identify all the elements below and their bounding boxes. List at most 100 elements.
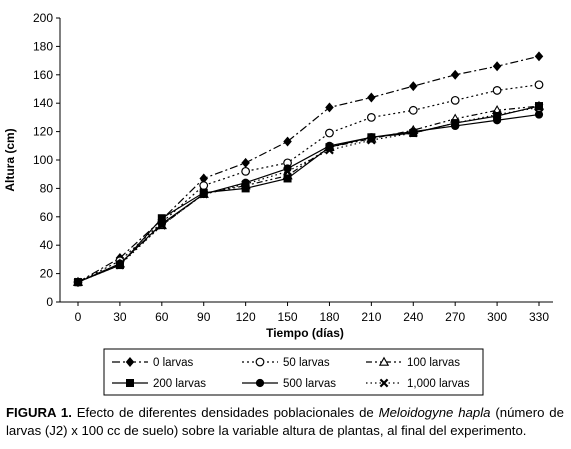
legend-swatch-marker bbox=[255, 378, 265, 388]
data-point bbox=[325, 128, 334, 138]
legend-item: 1,000 larvas bbox=[366, 378, 470, 390]
legend-label: 0 larvas bbox=[153, 357, 194, 369]
marker-stroke bbox=[325, 145, 334, 155]
y-tick-label: 160 bbox=[33, 68, 53, 82]
data-point bbox=[115, 260, 125, 270]
legend-label: 500 larvas bbox=[283, 378, 336, 390]
legend-swatch-marker bbox=[125, 357, 135, 367]
data-point bbox=[492, 86, 502, 95]
marker-stroke bbox=[283, 166, 292, 176]
x-tick-label: 120 bbox=[236, 310, 256, 324]
series-6 bbox=[73, 103, 544, 287]
x-tick-label: 300 bbox=[487, 310, 507, 324]
caption-species: Meloidogyne hapla bbox=[378, 405, 491, 420]
legend-label: 50 larvas bbox=[283, 357, 330, 369]
y-axis-label: Altura (cm) bbox=[3, 128, 17, 191]
legend-label: 1,000 larvas bbox=[407, 378, 470, 390]
legend-item: 50 larvas bbox=[242, 357, 330, 369]
caption-label: FIGURA 1. bbox=[6, 405, 72, 420]
legend-item: 100 larvas bbox=[366, 356, 460, 369]
marker-stroke bbox=[534, 103, 544, 112]
marker-stroke bbox=[199, 189, 209, 199]
marker-stroke bbox=[241, 179, 251, 189]
data-point bbox=[534, 51, 544, 62]
series-layer bbox=[72, 51, 545, 288]
line-chart: 0 20 40 60 80 100 120 140 160 180 200 0 30 60 90 120 15… bbox=[3, 11, 553, 396]
x-tick-label: 30 bbox=[113, 310, 127, 324]
y-tick-label: 60 bbox=[40, 210, 54, 224]
data-point bbox=[534, 110, 544, 119]
x-tick-label: 90 bbox=[197, 310, 211, 324]
marker-stroke bbox=[157, 220, 167, 230]
data-point bbox=[492, 116, 502, 125]
data-point bbox=[408, 105, 418, 115]
legend-swatch-marker bbox=[379, 378, 389, 388]
data-point bbox=[325, 145, 334, 155]
y-tick-label: 80 bbox=[40, 181, 54, 195]
marker-stroke bbox=[492, 110, 502, 119]
series-line bbox=[77, 55, 540, 283]
legend-item: 0 larvas bbox=[112, 357, 194, 369]
legend-swatch-marker bbox=[255, 357, 265, 367]
data-point bbox=[73, 277, 83, 287]
y-tick-label: 0 bbox=[46, 295, 53, 309]
marker-stroke bbox=[73, 277, 83, 287]
legend: 0 larvas 50 larvas 100 larvas 200 larvas 500… bbox=[103, 348, 484, 396]
series-line bbox=[77, 113, 540, 283]
data-point bbox=[241, 179, 251, 189]
data-point bbox=[534, 103, 544, 112]
data-point bbox=[325, 102, 334, 113]
y-tick-label: 140 bbox=[33, 96, 53, 110]
legend-swatch-marker bbox=[378, 356, 390, 366]
x-tick-label: 330 bbox=[529, 310, 549, 324]
series-line bbox=[77, 105, 540, 283]
series-5 bbox=[73, 110, 544, 287]
data-point bbox=[367, 92, 376, 103]
legend-swatch-marker bbox=[126, 379, 134, 387]
y-tick-label: 120 bbox=[33, 125, 53, 139]
data-point bbox=[241, 166, 251, 176]
data-point bbox=[283, 166, 292, 176]
x-tick-label: 210 bbox=[361, 310, 381, 324]
legend-label: 100 larvas bbox=[407, 357, 460, 369]
caption-text-end: (número de larvas (J2) x 100 cc de suelo… bbox=[6, 405, 564, 438]
data-point bbox=[492, 61, 502, 72]
y-tick-label: 180 bbox=[33, 39, 53, 53]
x-tick-label: 180 bbox=[319, 310, 339, 324]
caption-text: Efecto de diferentes densidades poblacio… bbox=[71, 405, 379, 420]
data-point bbox=[199, 189, 209, 199]
x-tick-label: 60 bbox=[155, 310, 169, 324]
data-point bbox=[409, 81, 418, 92]
data-point bbox=[408, 128, 418, 138]
data-point bbox=[366, 135, 376, 145]
series-4 bbox=[74, 102, 543, 287]
x-tick-label: 270 bbox=[445, 310, 465, 324]
legend-item: 200 larvas bbox=[112, 378, 206, 390]
marker-stroke bbox=[408, 128, 418, 138]
marker-stroke bbox=[450, 118, 460, 128]
series-line bbox=[77, 84, 540, 283]
marker-stroke bbox=[366, 135, 376, 145]
series-line bbox=[77, 106, 540, 283]
data-point bbox=[157, 220, 167, 230]
x-axis-label: Tiempo (días) bbox=[266, 326, 344, 340]
x-tick-label: 240 bbox=[403, 310, 423, 324]
x-tick-label: 150 bbox=[278, 310, 298, 324]
series-3 bbox=[72, 100, 545, 286]
figure-caption: FIGURA 1. Efecto de diferentes densidade… bbox=[6, 404, 564, 440]
series-line bbox=[77, 105, 540, 283]
marker-stroke bbox=[379, 378, 389, 388]
y-tick-label: 200 bbox=[33, 11, 53, 25]
data-point bbox=[450, 118, 460, 128]
legend-label: 200 larvas bbox=[153, 378, 206, 390]
axes bbox=[59, 18, 553, 303]
data-point bbox=[534, 80, 544, 90]
data-point bbox=[241, 157, 250, 168]
series-2 bbox=[73, 80, 544, 287]
data-point bbox=[366, 112, 376, 122]
marker-stroke bbox=[115, 260, 125, 270]
data-point bbox=[450, 95, 460, 105]
x-tick-label: 0 bbox=[75, 310, 82, 324]
data-point bbox=[492, 110, 502, 119]
